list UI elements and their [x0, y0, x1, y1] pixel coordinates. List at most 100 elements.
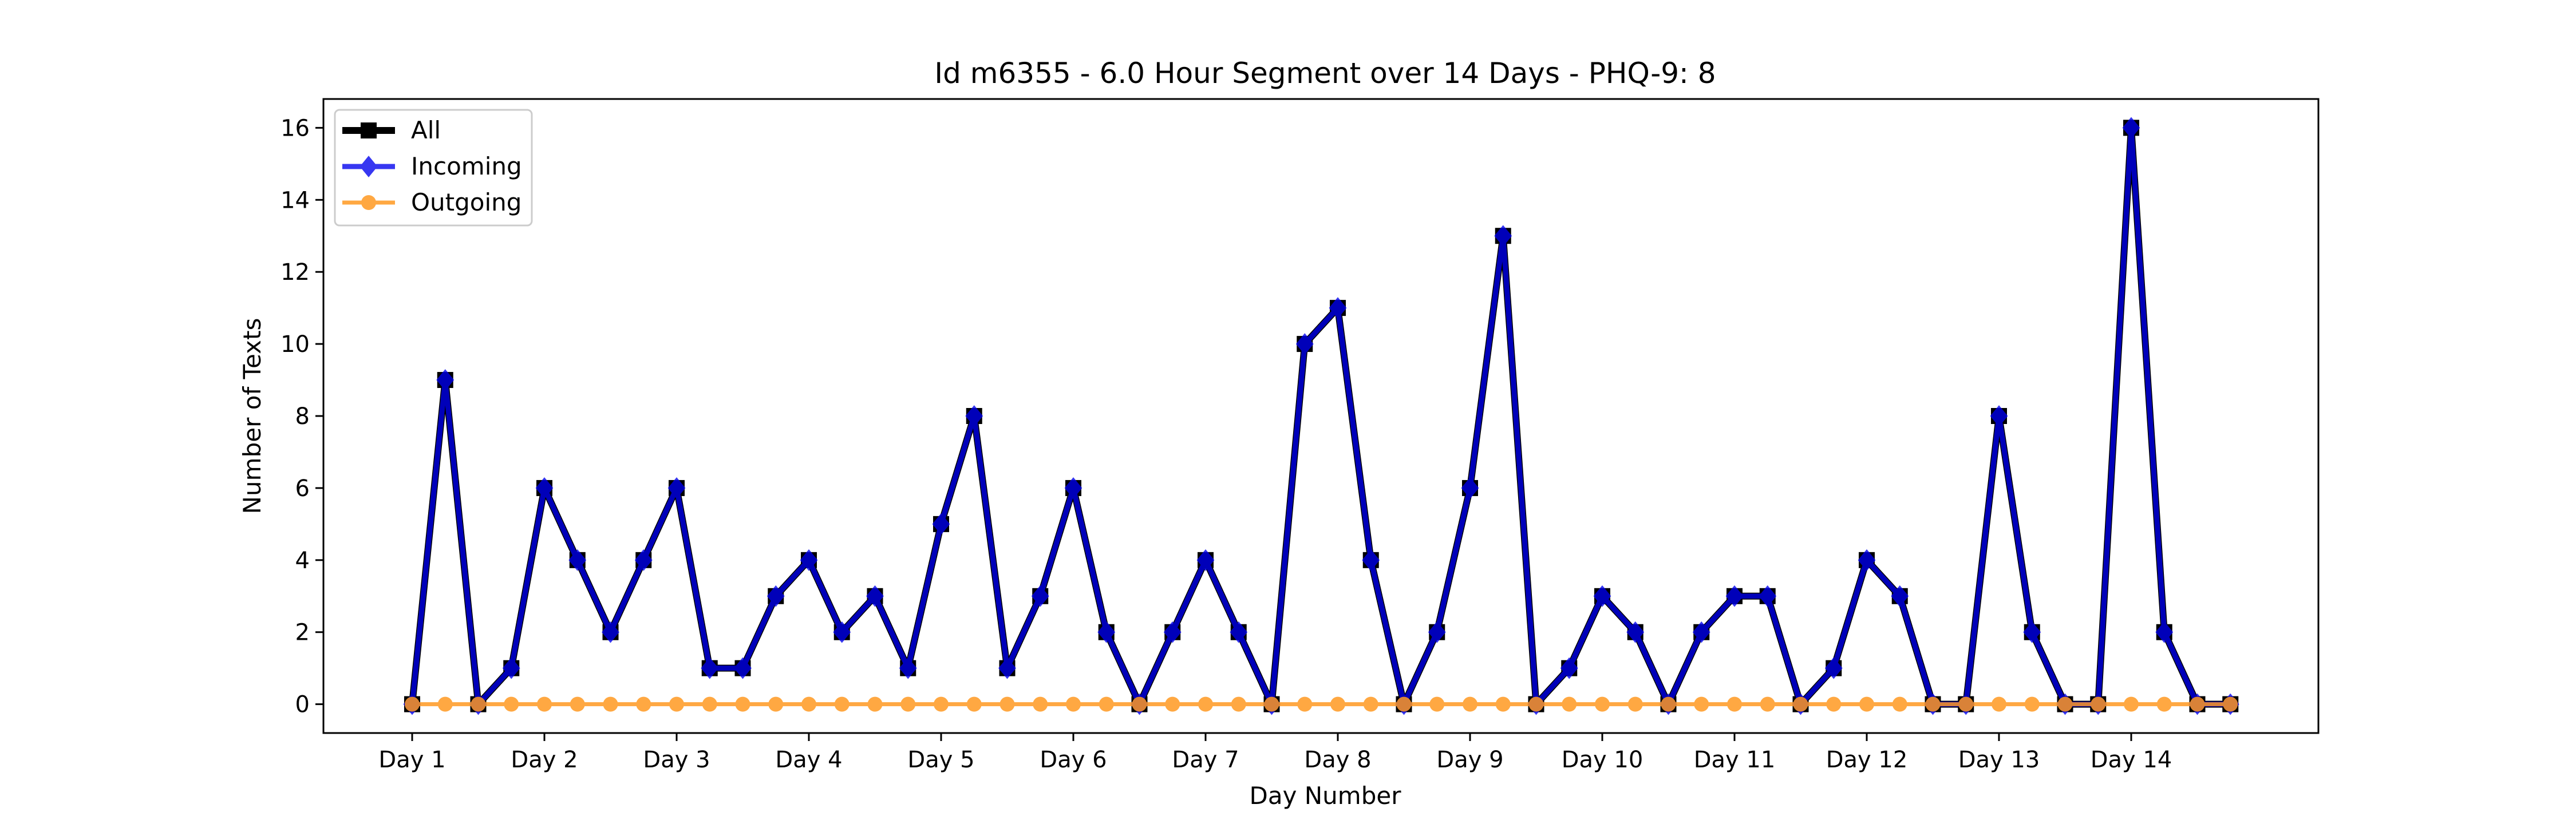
series-outgoing — [405, 696, 2238, 712]
data-point-incoming — [701, 657, 719, 679]
legend-box — [334, 109, 533, 227]
data-point-outgoing — [1859, 696, 1874, 712]
data-point-incoming — [1593, 585, 1611, 607]
data-point-outgoing — [1429, 696, 1445, 712]
plot-area — [403, 117, 2239, 715]
data-point-outgoing — [1363, 696, 1378, 712]
legend-swatch-marker — [359, 156, 378, 177]
y-tick-label: 14 — [280, 187, 310, 213]
data-point-incoming — [502, 657, 520, 679]
data-point-incoming — [1725, 585, 1744, 607]
data-point-outgoing — [471, 696, 486, 712]
data-point-outgoing — [1992, 696, 2006, 712]
y-tick-label: 10 — [280, 331, 310, 358]
legend-label: Incoming — [411, 152, 522, 180]
y-axis-label: Number of Texts — [238, 318, 266, 514]
data-point-outgoing — [1958, 696, 1974, 712]
data-point-outgoing — [570, 696, 585, 712]
y-tick-label: 0 — [295, 692, 310, 718]
data-point-incoming — [1461, 477, 1479, 499]
data-point-incoming — [800, 549, 818, 571]
data-point-outgoing — [801, 696, 816, 712]
data-point-incoming — [1891, 585, 1909, 607]
x-tick-label: Day 6 — [1040, 747, 1107, 773]
x-tick-label: Day 7 — [1172, 747, 1239, 773]
data-point-incoming — [2023, 621, 2041, 643]
data-point-outgoing — [2091, 696, 2106, 712]
data-point-incoming — [866, 585, 884, 607]
data-point-incoming — [1031, 585, 1049, 607]
data-point-outgoing — [1463, 696, 1477, 712]
data-point-incoming — [1692, 621, 1710, 643]
x-tick-label: Day 13 — [1958, 747, 2040, 773]
legend-item-incoming — [342, 156, 395, 177]
data-point-incoming — [667, 477, 686, 499]
y-tick-label: 16 — [280, 115, 310, 141]
y-tick-label: 4 — [295, 548, 310, 574]
data-point-outgoing — [1760, 696, 1775, 712]
legend: All Incoming Outgoing — [334, 109, 533, 227]
data-point-incoming — [1362, 549, 1380, 571]
data-point-outgoing — [1793, 696, 1808, 712]
data-point-outgoing — [405, 696, 420, 712]
data-point-outgoing — [537, 696, 552, 712]
data-point-outgoing — [2190, 696, 2205, 712]
y-tick-label: 2 — [295, 620, 310, 646]
y-tick-label: 8 — [295, 403, 310, 430]
data-point-incoming — [436, 369, 455, 391]
x-tick-label: Day 8 — [1304, 747, 1371, 773]
data-point-incoming — [965, 405, 983, 427]
data-point-incoming — [1097, 621, 1116, 643]
data-point-incoming — [1759, 585, 1777, 607]
data-point-outgoing — [504, 696, 519, 712]
x-tick-label: Day 1 — [378, 747, 445, 773]
data-point-incoming — [1858, 549, 1876, 571]
data-point-incoming — [1163, 621, 1182, 643]
x-axis: Day 1 Day 2 Day 3 Day 4 Day 5 Day 6 Day 7 Day 8… — [378, 733, 2172, 773]
legend-label: All — [411, 116, 441, 144]
data-point-outgoing — [768, 696, 784, 712]
data-point-outgoing — [934, 696, 949, 712]
data-point-incoming — [998, 657, 1016, 679]
data-point-incoming — [1494, 225, 1512, 247]
data-point-outgoing — [636, 696, 651, 712]
data-point-outgoing — [1528, 696, 1544, 712]
x-tick-label: Day 3 — [643, 747, 710, 773]
data-point-incoming — [932, 513, 950, 535]
data-point-outgoing — [1925, 696, 1941, 712]
data-point-outgoing — [1892, 696, 1907, 712]
data-point-outgoing — [2024, 696, 2040, 712]
legend-swatch-marker — [361, 195, 376, 210]
x-tick-label: Day 10 — [1562, 747, 1643, 773]
data-point-incoming — [899, 657, 917, 679]
data-point-outgoing — [669, 696, 684, 712]
data-point-incoming — [568, 549, 587, 571]
data-point-outgoing — [1198, 696, 1213, 712]
data-point-outgoing — [2223, 696, 2238, 712]
data-point-incoming — [2155, 621, 2174, 643]
data-point-incoming — [1196, 549, 1215, 571]
data-point-incoming — [1428, 621, 1446, 643]
data-point-outgoing — [437, 696, 453, 712]
legend-label: Outgoing — [411, 188, 521, 216]
data-point-incoming — [833, 621, 851, 643]
data-point-outgoing — [2156, 696, 2172, 712]
data-point-outgoing — [1231, 696, 1246, 712]
data-point-outgoing — [1330, 696, 1345, 712]
data-point-outgoing — [1264, 696, 1279, 712]
data-point-outgoing — [966, 696, 982, 712]
y-axis: 0 2 4 6 8 10 12 14 16 — [280, 115, 323, 718]
data-point-incoming — [634, 549, 653, 571]
data-point-outgoing — [1661, 696, 1676, 712]
x-tick-label: Day 11 — [1694, 747, 1776, 773]
x-axis-label: Day Number — [1249, 782, 1401, 810]
data-point-outgoing — [735, 696, 750, 712]
x-tick-label: Day 9 — [1436, 747, 1503, 773]
data-point-outgoing — [1727, 696, 1742, 712]
data-point-incoming — [1626, 621, 1645, 643]
legend-item-all — [342, 122, 395, 138]
data-point-outgoing — [867, 696, 883, 712]
data-point-incoming — [734, 657, 752, 679]
data-point-incoming — [602, 621, 619, 643]
